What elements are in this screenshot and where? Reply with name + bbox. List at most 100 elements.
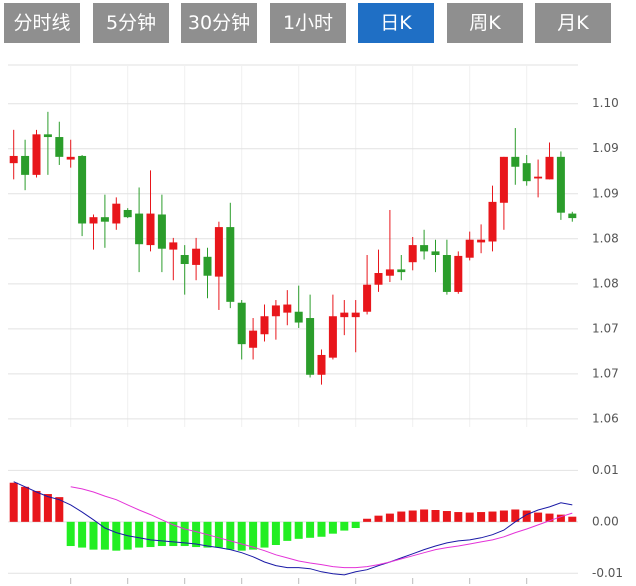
candle-body bbox=[374, 273, 383, 285]
candle-body bbox=[271, 305, 280, 317]
candle-body bbox=[294, 311, 303, 323]
macd-bar bbox=[9, 482, 18, 522]
period-tab[interactable]: 周K bbox=[447, 3, 523, 43]
macd-bar bbox=[214, 521, 223, 548]
macd-bar bbox=[192, 521, 201, 548]
candle-body bbox=[351, 312, 360, 318]
candle-body bbox=[397, 269, 406, 273]
candle-body bbox=[78, 155, 87, 224]
macd-bar bbox=[431, 510, 440, 522]
candle-body bbox=[568, 213, 577, 219]
macd-bar bbox=[78, 521, 87, 548]
candle-body bbox=[21, 155, 30, 175]
candle-body bbox=[157, 214, 166, 249]
y-tick-label: 0.01 bbox=[592, 463, 619, 477]
macd-bar bbox=[112, 521, 121, 551]
macd-bar bbox=[157, 521, 166, 547]
macd-bar bbox=[328, 521, 337, 534]
macd-bar bbox=[408, 510, 417, 522]
candle-body bbox=[260, 316, 269, 335]
macd-bar bbox=[55, 497, 64, 522]
macd-line bbox=[13, 481, 573, 576]
macd-bar bbox=[545, 513, 554, 522]
macd-bar bbox=[135, 521, 144, 548]
y-tick-label: 1.07 bbox=[592, 366, 619, 380]
macd-bar bbox=[340, 521, 349, 531]
macd-bar bbox=[260, 521, 269, 548]
period-tab[interactable]: 5分钟 bbox=[93, 3, 169, 43]
candle-body bbox=[192, 248, 201, 265]
macd-bar bbox=[420, 509, 429, 522]
macd-bar bbox=[454, 512, 463, 522]
candle-body bbox=[55, 137, 64, 157]
candle-body bbox=[203, 256, 212, 276]
candle-body bbox=[214, 227, 223, 277]
candle-body bbox=[385, 269, 394, 276]
macd-bar bbox=[249, 521, 258, 550]
macd-bar bbox=[226, 521, 235, 550]
macd-bar bbox=[271, 521, 280, 545]
period-tab[interactable]: 30分钟 bbox=[181, 3, 257, 43]
macd-bar bbox=[556, 514, 565, 522]
candle-body bbox=[545, 156, 554, 180]
candle-body bbox=[135, 213, 144, 245]
candle-body bbox=[499, 156, 508, 203]
macd-bar bbox=[43, 494, 52, 522]
macd-bar bbox=[511, 509, 520, 522]
macd-bar bbox=[294, 521, 303, 539]
candle-body bbox=[180, 255, 189, 265]
candle-body bbox=[169, 242, 178, 250]
y-tick-label: 1.09 bbox=[592, 141, 619, 155]
candle-body bbox=[420, 245, 429, 252]
candle-body bbox=[112, 203, 121, 224]
candle-body bbox=[534, 176, 543, 179]
candle-body bbox=[249, 330, 258, 348]
macd-bar bbox=[180, 521, 189, 547]
macd-bar bbox=[32, 490, 41, 522]
macd-bar bbox=[351, 521, 360, 529]
candle-body bbox=[442, 255, 451, 292]
macd-bar bbox=[363, 518, 372, 522]
period-tab[interactable]: 日K bbox=[358, 3, 434, 43]
y-tick-label: 1.09 bbox=[592, 186, 619, 200]
candle-body bbox=[363, 284, 372, 312]
candle-body bbox=[511, 156, 520, 167]
candle-body bbox=[465, 239, 474, 258]
macd-bar bbox=[306, 521, 315, 538]
candle-body bbox=[226, 227, 235, 302]
candle-body bbox=[9, 155, 18, 164]
period-tabs: 分时线 5分钟 30分钟 1小时 日K 周K 月K bbox=[0, 0, 636, 46]
y-tick-label: 1.10 bbox=[592, 96, 619, 110]
macd-bar bbox=[397, 511, 406, 522]
y-tick-label: 1.08 bbox=[592, 231, 619, 245]
candle-body bbox=[43, 134, 52, 138]
candle-body bbox=[283, 304, 292, 313]
macd-bar bbox=[488, 511, 497, 522]
candle-body bbox=[89, 217, 98, 224]
macd-line bbox=[70, 486, 573, 569]
candle-body bbox=[454, 255, 463, 292]
macd-bar bbox=[237, 521, 246, 551]
period-tab[interactable]: 月K bbox=[535, 3, 611, 43]
candle-body bbox=[100, 217, 109, 222]
candle-body bbox=[556, 156, 565, 213]
y-tick-label: 1.06 bbox=[592, 411, 619, 425]
y-tick-label: 1.07 bbox=[592, 321, 619, 335]
macd-bar bbox=[534, 512, 543, 522]
macd-bar bbox=[146, 521, 155, 548]
macd-bar bbox=[442, 511, 451, 522]
period-tab[interactable]: 1小时 bbox=[270, 3, 346, 43]
macd-bar bbox=[100, 521, 109, 550]
candle-body bbox=[306, 318, 315, 375]
macd-bar bbox=[283, 521, 292, 541]
candle-body bbox=[317, 354, 326, 375]
y-tick-label: 1.08 bbox=[592, 276, 619, 290]
candle-body bbox=[408, 245, 417, 263]
period-tab[interactable]: 分时线 bbox=[4, 3, 80, 43]
candle-body bbox=[146, 213, 155, 246]
candle-body bbox=[328, 316, 337, 358]
macd-bar bbox=[465, 512, 474, 522]
candle-body bbox=[237, 302, 246, 345]
macd-bar bbox=[477, 512, 486, 522]
